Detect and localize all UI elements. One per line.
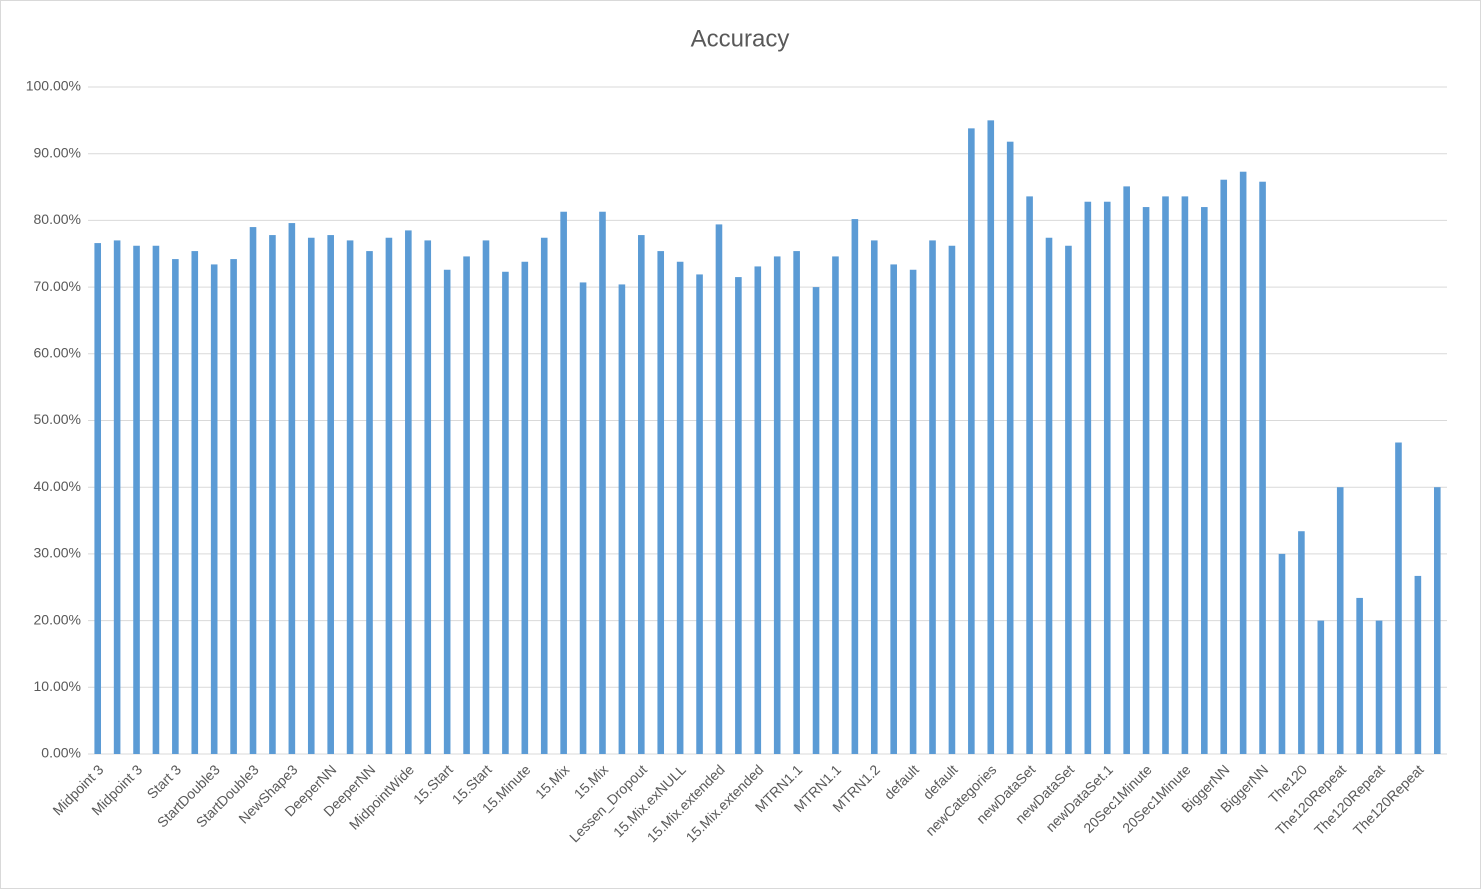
bar <box>385 237 393 754</box>
bar <box>463 256 470 754</box>
bar <box>113 240 121 754</box>
y-tick-label: 40.00% <box>34 478 81 494</box>
bar <box>1433 487 1441 754</box>
bar <box>307 237 315 754</box>
y-tick-label: 0.00% <box>41 745 81 761</box>
bar <box>288 223 296 754</box>
bar <box>133 245 140 754</box>
chart-title: Accuracy <box>691 25 790 52</box>
bar <box>1142 207 1150 754</box>
y-tick-label: 100.00% <box>26 78 81 94</box>
bar <box>1317 620 1325 754</box>
bar <box>812 287 820 754</box>
bar <box>443 269 451 754</box>
bar <box>599 211 606 754</box>
bar <box>618 284 626 754</box>
bar <box>191 251 199 754</box>
y-tick-label: 70.00% <box>34 278 81 294</box>
bar <box>909 269 917 754</box>
bar <box>754 266 762 754</box>
bar <box>1103 201 1111 754</box>
bar <box>793 251 800 754</box>
bar <box>482 240 490 754</box>
bar <box>948 245 956 754</box>
bar <box>1065 245 1072 754</box>
bar <box>638 235 645 755</box>
bar <box>94 243 102 754</box>
bar <box>502 271 509 754</box>
bar <box>1278 553 1286 754</box>
bar <box>230 259 237 754</box>
bar <box>832 256 839 754</box>
bar <box>890 264 897 754</box>
bar <box>172 259 179 754</box>
bar <box>676 261 684 754</box>
bar <box>327 235 334 755</box>
bar <box>1162 196 1169 754</box>
bar <box>269 235 276 755</box>
bar <box>657 251 665 754</box>
bar <box>851 219 859 755</box>
y-tick-label: 30.00% <box>34 545 81 561</box>
bar <box>540 237 548 754</box>
y-tick-label: 90.00% <box>34 144 81 160</box>
bar <box>579 282 587 754</box>
y-tick-label: 50.00% <box>34 411 81 427</box>
bar <box>1181 196 1189 754</box>
bar <box>968 128 975 754</box>
bar <box>346 240 354 754</box>
bar <box>249 227 257 754</box>
bar <box>1084 201 1092 754</box>
bar <box>1220 179 1228 754</box>
bar <box>1201 207 1208 754</box>
bar <box>696 274 703 754</box>
bar <box>1259 181 1266 755</box>
bar <box>1356 597 1363 754</box>
bar <box>405 230 412 754</box>
bar <box>210 264 218 754</box>
bar <box>152 245 160 754</box>
bar <box>1026 196 1033 754</box>
bar <box>1395 442 1402 754</box>
bar <box>1414 575 1422 754</box>
y-tick-label: 10.00% <box>34 678 81 694</box>
bar <box>987 120 995 755</box>
bar <box>929 240 936 754</box>
bar <box>560 211 567 754</box>
y-tick-label: 80.00% <box>34 211 81 227</box>
y-tick-label: 60.00% <box>34 345 81 361</box>
bar <box>1239 171 1247 755</box>
bar <box>715 224 723 755</box>
bar <box>1375 620 1383 754</box>
bar <box>1123 186 1130 754</box>
bar <box>773 256 781 754</box>
bar <box>735 277 742 754</box>
y-tick-label: 20.00% <box>34 611 81 627</box>
bar <box>1298 531 1305 754</box>
bar <box>1045 237 1053 754</box>
bar <box>870 240 878 754</box>
bar <box>521 261 529 754</box>
bar <box>424 240 432 754</box>
bar <box>1336 487 1344 754</box>
bar <box>366 251 373 754</box>
bar <box>1006 141 1014 755</box>
